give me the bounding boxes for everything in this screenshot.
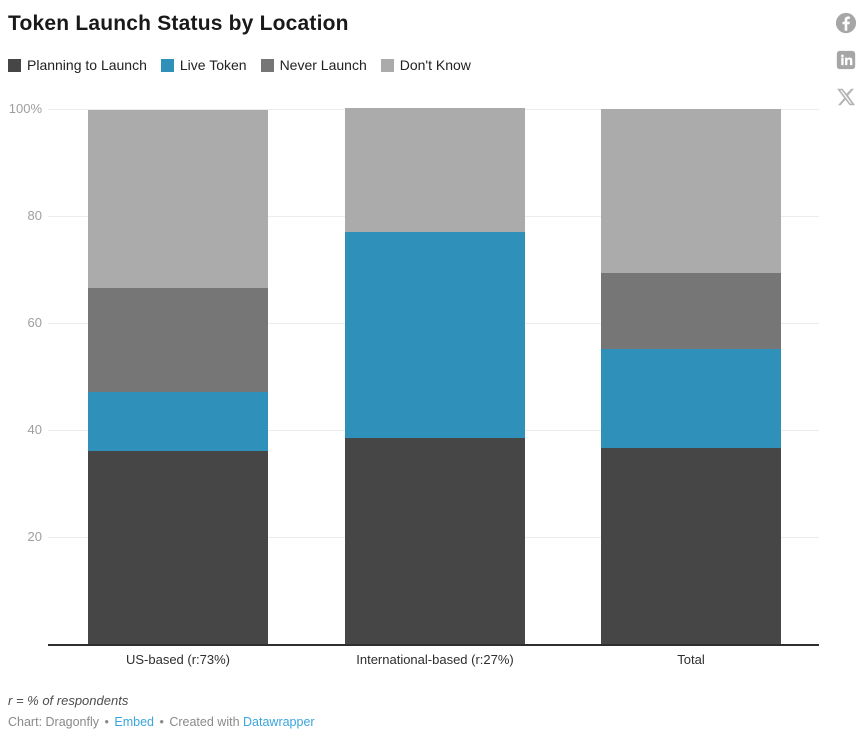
bar-segment (601, 272, 781, 350)
credit-created-with: Created with (169, 715, 240, 729)
footnote: r = % of respondents (8, 693, 129, 708)
bar-segment (601, 447, 781, 645)
facebook-share-icon[interactable] (835, 12, 857, 34)
y-axis-tick-label: 80 (27, 208, 42, 224)
bar-segment (601, 349, 781, 448)
credit-bullet: • (159, 715, 164, 729)
credit-bullet: • (104, 715, 109, 729)
bar-segment (601, 109, 781, 273)
page-title: Token Launch Status by Location (8, 12, 349, 35)
bar-segment (88, 109, 268, 288)
linkedin-share-icon[interactable] (836, 50, 856, 70)
legend-item-live: Live Token (160, 57, 247, 73)
legend-swatch-never (260, 58, 274, 72)
credit-chart-by: Chart: Dragonfly (8, 715, 100, 729)
legend-label-live: Live Token (179, 57, 247, 73)
legend: Planning to Launch Live Token Never Laun… (8, 57, 471, 73)
bar-segment (88, 391, 268, 452)
legend-label-dontknow: Don't Know (399, 57, 471, 73)
y-axis-tick-label: 40 (27, 422, 42, 438)
x-axis-category-label: International-based (r:27%) (356, 652, 514, 667)
legend-label-never: Never Launch (279, 57, 367, 73)
legend-swatch-live (160, 58, 174, 72)
legend-item-dontknow: Don't Know (380, 57, 471, 73)
legend-item-never: Never Launch (260, 57, 367, 73)
credit-line: Chart: Dragonfly • Embed • Created with … (8, 715, 315, 729)
legend-swatch-planning (8, 58, 21, 72)
bar-segment (88, 287, 268, 392)
datawrapper-link[interactable]: Datawrapper (243, 715, 315, 729)
legend-label-planning: Planning to Launch (27, 57, 147, 73)
y-axis-tick-label: 60 (27, 315, 42, 331)
social-share-bar (834, 12, 858, 108)
y-axis-tick-label: 100% (8, 101, 42, 116)
x-twitter-share-icon[interactable] (835, 86, 857, 108)
legend-swatch-dontknow (380, 58, 394, 72)
x-axis-category-label: US-based (r:73%) (125, 652, 231, 667)
embed-link[interactable]: Embed (114, 715, 154, 729)
bar-segment (345, 108, 525, 233)
bar-segment (345, 438, 525, 645)
x-axis-line (48, 644, 819, 646)
bar-segment (88, 451, 268, 645)
y-axis-tick-label: 20 (27, 529, 42, 545)
bar-segment (345, 232, 525, 439)
legend-item-planning: Planning to Launch (8, 57, 147, 73)
x-axis-category-label: Total (677, 652, 705, 667)
